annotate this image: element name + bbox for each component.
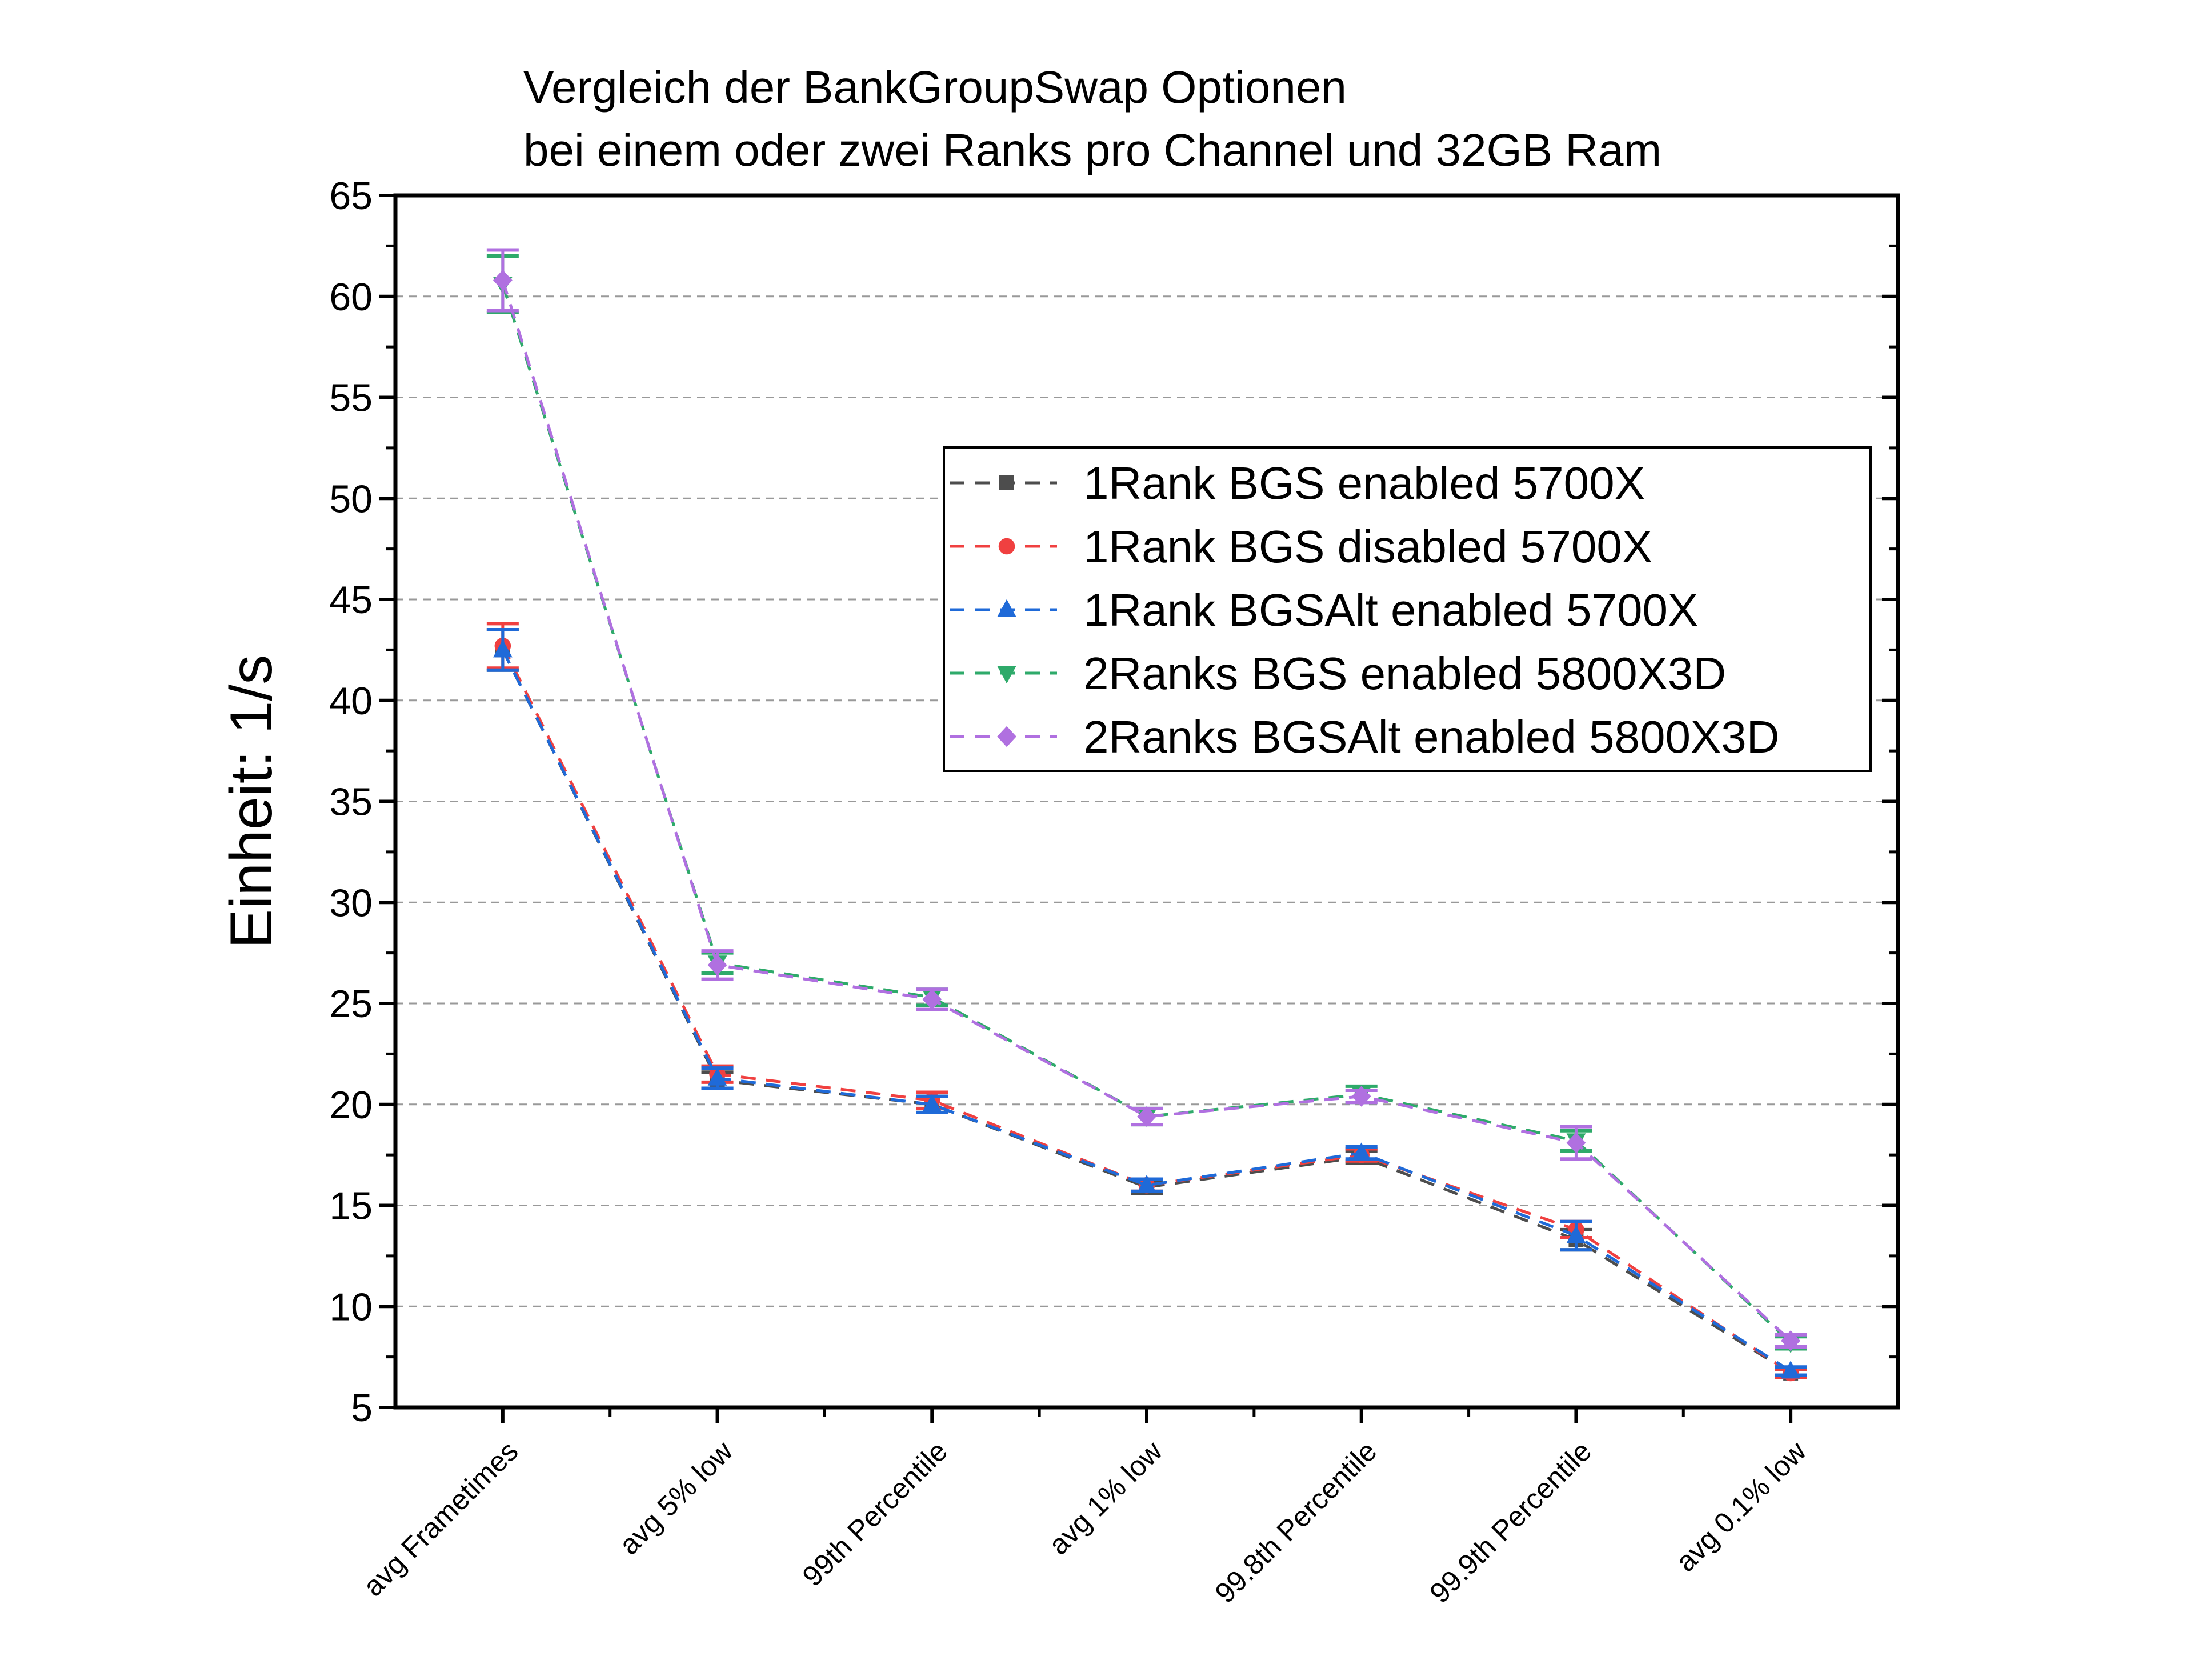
legend-label: 1Rank BGS disabled 5700X [1083,521,1652,572]
y-tick-label: 20 [329,1083,373,1127]
data-point [1351,1086,1371,1107]
x-tick-label: 99.8th Percentile [1209,1435,1383,1609]
data-point [1137,1106,1156,1127]
y-tick-label: 30 [329,881,373,925]
series-3 [486,628,1807,1379]
y-tick-label: 15 [329,1185,373,1228]
legend-marker [997,666,1016,684]
chart-title-line-1: Vergleich der BankGroupSwap Optionen [523,62,1347,113]
y-tick-label: 50 [329,477,373,521]
x-tick-label: avg Frametimes [357,1435,525,1602]
data-point [1781,1330,1801,1351]
x-tick-label: 99.9th Percentile [1423,1435,1598,1609]
data-point [1566,1225,1586,1243]
y-tick-label: 60 [329,275,373,319]
legend: 1Rank BGS enabled 5700X 1Rank BGS disable… [943,446,1872,772]
x-tick-label: avg 0.1% low [1669,1435,1813,1578]
data-point [493,639,513,658]
y-tick-label: 25 [329,982,373,1026]
y-axis-label: Einheit: 1/s [218,655,285,949]
legend-label: 1Rank BGS enabled 5700X [1083,458,1645,509]
y-tick-label: 35 [329,781,373,824]
data-point [922,989,942,1010]
y-tick-label: 10 [329,1285,373,1329]
axes: 5 10 15 20 25 30 35 40 45 50 55 60 65 avg Frametimes a… [329,174,1900,1609]
data-point [1566,1132,1586,1154]
y-tick-label: 65 [329,174,373,218]
legend-marker [997,599,1016,617]
y-tick-label: 5 [351,1386,373,1430]
x-tick-label: avg 5% low [613,1435,739,1561]
data-point [707,954,727,976]
legend-label: 1Rank BGSAlt enabled 5700X [1083,585,1698,635]
legend-marker [998,538,1015,555]
data-point [1137,1174,1156,1193]
series-5 [486,248,1807,1351]
x-tick-label: 99th Percentile [796,1435,954,1592]
plot-area [486,248,1807,1382]
legend-label: 2Ranks BGSAlt enabled 5800X3D [1083,711,1780,762]
legend-box [943,446,1872,772]
x-tick-label: avg 1% low [1042,1435,1168,1561]
chart-title-line-2: bei einem oder zwei Ranks pro Channel un… [523,125,1661,175]
data-point [1781,1361,1801,1379]
y-tick-label: 55 [329,377,373,420]
y-tick-label: 40 [329,679,373,723]
data-point [493,270,513,291]
y-tick-label: 45 [329,578,373,622]
data-point [1351,1142,1371,1161]
data-point [707,1067,727,1086]
legend-marker [999,475,1014,490]
legend-label: 2Ranks BGS enabled 5800X3D [1083,648,1726,699]
data-point [922,1094,942,1112]
legend-marker [997,726,1016,747]
